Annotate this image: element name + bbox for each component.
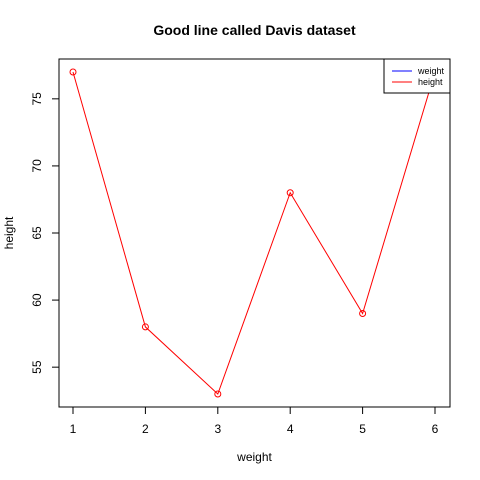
plot-frame <box>58 58 451 408</box>
data-point <box>359 310 367 317</box>
y-axis: 55 60 65 70 75 <box>30 92 60 374</box>
x-tick-label: 3 <box>214 422 221 436</box>
x-tick-label: 6 <box>432 422 439 436</box>
legend-box <box>383 58 451 94</box>
y-tick-label: 65 <box>30 226 44 240</box>
y-axis-label: height <box>2 216 16 249</box>
x-tick-label: 2 <box>142 422 149 436</box>
x-axis-label: weight <box>236 450 272 464</box>
data-point <box>214 390 222 398</box>
y-tick-label: 60 <box>30 293 44 307</box>
x-axis: 1 2 3 4 5 6 <box>70 406 439 436</box>
x-tick-label: 4 <box>287 422 294 436</box>
data-point <box>141 323 149 331</box>
x-tick-label: 5 <box>359 422 366 436</box>
data-point <box>286 189 294 197</box>
y-tick-label: 70 <box>30 159 44 173</box>
chart-title: Good line called Davis dataset <box>153 22 356 38</box>
legend-label: height <box>418 77 443 87</box>
y-tick-label: 75 <box>30 92 44 106</box>
data-point <box>69 68 77 76</box>
legend-label: weight <box>417 66 445 76</box>
x-tick-label: 1 <box>70 422 77 436</box>
plot-area <box>69 68 439 398</box>
y-tick-label: 55 <box>30 360 44 374</box>
series-line-height <box>72 71 436 395</box>
